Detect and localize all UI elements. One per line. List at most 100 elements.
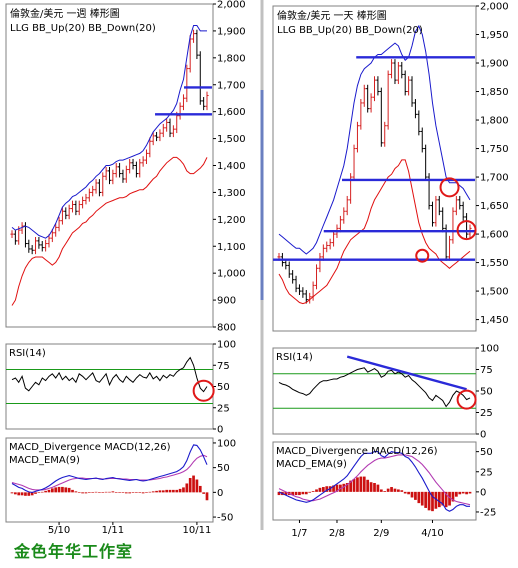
weekly-price-axis-tick-label: 1,900 xyxy=(217,26,246,37)
weekly-macd-histogram-bar xyxy=(141,492,145,494)
weekly-macd-histogram-bar xyxy=(124,492,128,494)
weekly-price-axis-tick-label: 1,800 xyxy=(217,53,246,64)
weekly-macd-histogram-bar xyxy=(161,490,165,493)
weekly-bb-down-line xyxy=(11,156,208,306)
daily-macd-histogram-bar xyxy=(373,483,376,492)
weekly-bb-up-line xyxy=(11,25,207,239)
weekly-macd-axis-tick-label: 0 xyxy=(217,488,223,499)
weekly-macd-title: MACD_Divergence MACD(12,26) xyxy=(9,442,171,453)
daily-macd-histogram-bar xyxy=(424,491,428,508)
daily-macd-histogram-bar xyxy=(311,491,315,492)
weekly-macd-histogram-bar xyxy=(165,489,168,493)
weekly-rsi-panel xyxy=(5,343,214,430)
weekly-macd-subtitle: MACD_EMA(9) xyxy=(9,455,80,466)
weekly-macd-histogram-bar xyxy=(118,492,121,493)
weekly-macd-histogram-bar xyxy=(188,478,192,493)
weekly-price-axis-tick-label: 800 xyxy=(217,323,236,334)
weekly-macd-histogram-bar xyxy=(74,491,78,493)
daily-x-tick-label: 2/9 xyxy=(373,528,389,539)
daily-macd-histogram-bar xyxy=(342,483,346,492)
weekly-price-axis-tick-label: 1,000 xyxy=(217,269,246,280)
daily-macd-axis-tick-label: 0 xyxy=(480,487,486,498)
weekly-chart-title: 倫敦金/美元 一週 棒形圖 xyxy=(10,7,120,20)
weekly-rsi-axis-tick-label: 25 xyxy=(217,403,230,414)
weekly-macd-histogram-bar xyxy=(138,492,142,493)
daily-macd-histogram-bar xyxy=(362,476,366,492)
daily-macd-histogram-bar xyxy=(420,491,424,506)
weekly-macd-histogram-bar xyxy=(158,490,162,493)
daily-macd-histogram-bar xyxy=(294,491,298,496)
daily-macd-histogram-bar xyxy=(403,491,407,494)
daily-macd-histogram-bar xyxy=(393,488,397,492)
weekly-macd-histogram-bar xyxy=(94,491,98,493)
daily-macd-title: MACD_Divergence MACD(12,26) xyxy=(276,446,438,457)
daily-macd-histogram-bar xyxy=(349,480,352,492)
daily-macd-histogram-bar xyxy=(356,477,359,492)
daily-macd-histogram-bar xyxy=(321,487,325,492)
daily-macd-histogram-bar xyxy=(308,491,312,493)
weekly-rsi-axis-tick-label: 75 xyxy=(217,361,230,372)
weekly-macd-histogram-bar xyxy=(145,492,148,493)
weekly-price-axis-tick-label: 1,100 xyxy=(217,242,246,253)
daily-macd-histogram-bar xyxy=(366,479,370,492)
daily-rsi-axis-tick-label: 100 xyxy=(480,344,499,355)
weekly-macd-histogram-bar xyxy=(175,489,179,493)
weekly-x-tick-label: 1/11 xyxy=(102,525,124,536)
weekly-macd-histogram-bar xyxy=(148,491,152,493)
daily-macd-histogram-bar xyxy=(369,482,373,492)
daily-macd-histogram-bar xyxy=(390,487,393,492)
weekly-macd-histogram-bar xyxy=(198,485,202,493)
daily-x-tick-label: 1/7 xyxy=(291,528,307,539)
weekly-price-axis-tick-label: 1,200 xyxy=(217,215,246,226)
weekly-macd-histogram-bar xyxy=(64,487,68,493)
daily-macd-histogram-bar xyxy=(437,491,441,508)
weekly-macd-histogram-bar xyxy=(131,492,135,493)
weekly-price-axis-tick-label: 1,400 xyxy=(217,161,246,172)
daily-price-marker-circle xyxy=(439,177,460,198)
daily-bb-down-line xyxy=(278,159,471,305)
daily-macd-histogram-bar xyxy=(277,491,281,496)
daily-macd-histogram-bar xyxy=(301,491,305,495)
daily-rsi-trendline xyxy=(346,355,467,391)
daily-rsi-axis-tick-label: 0 xyxy=(480,430,486,441)
daily-rsi-title: RSI(14) xyxy=(276,352,313,363)
daily-macd-histogram-bar xyxy=(318,487,322,492)
daily-price-axis-tick-label: 2,000 xyxy=(480,2,509,13)
daily-macd-histogram-bar xyxy=(427,491,431,511)
daily-macd-histogram-bar xyxy=(284,491,288,496)
daily-macd-histogram-bar xyxy=(332,485,335,492)
daily-price-axis-tick-label: 1,500 xyxy=(480,287,509,298)
weekly-macd-histogram-bar xyxy=(128,492,132,494)
daily-chart-legend: LLG BB_Up(20) BB_Down(20) xyxy=(277,25,423,36)
weekly-macd-axis-tick-label: -50 xyxy=(217,513,233,524)
daily-macd-axis-tick-label: -25 xyxy=(480,507,496,518)
weekly-macd-histogram-bar xyxy=(47,489,51,493)
daily-macd-subtitle: MACD_EMA(9) xyxy=(276,459,347,470)
weekly-price-axis-tick-label: 900 xyxy=(217,296,236,307)
daily-macd-histogram-bar xyxy=(461,491,465,494)
daily-macd-histogram-bar xyxy=(379,489,383,492)
weekly-macd-histogram-bar xyxy=(114,492,118,493)
weekly-macd-histogram-bar xyxy=(44,490,47,493)
daily-macd-histogram-bar xyxy=(431,491,434,512)
daily-macd-axis-tick-label: 25 xyxy=(480,467,493,478)
daily-macd-histogram-bar xyxy=(298,491,301,496)
weekly-macd-histogram-bar xyxy=(14,492,17,495)
weekly-macd-histogram-bar xyxy=(51,488,54,493)
daily-price-marker-circle xyxy=(456,220,477,241)
weekly-macd-histogram-bar xyxy=(155,490,158,493)
weekly-macd-histogram-bar xyxy=(111,491,115,493)
daily-macd-axis-tick-label: 50 xyxy=(480,447,493,458)
weekly-macd-histogram-bar xyxy=(61,486,64,493)
daily-price-axis-tick-label: 1,700 xyxy=(480,173,509,184)
weekly-macd-histogram-bar xyxy=(151,491,155,493)
daily-macd-histogram-bar xyxy=(397,489,400,492)
weekly-macd-panel xyxy=(5,437,214,523)
daily-macd-histogram-bar xyxy=(407,491,410,495)
daily-macd-line xyxy=(278,451,470,512)
weekly-macd-histogram-bar xyxy=(205,492,209,501)
weekly-chart-legend: LLG BB_Up(20) BB_Down(20) xyxy=(10,23,156,34)
weekly-macd-histogram-bar xyxy=(172,489,175,493)
weekly-macd-histogram-bar xyxy=(84,492,88,494)
